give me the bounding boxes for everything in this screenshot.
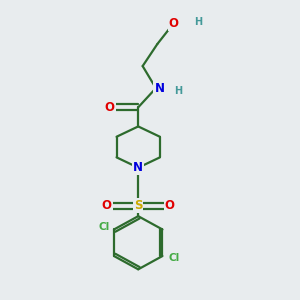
Text: N: N: [133, 161, 143, 174]
Text: O: O: [165, 200, 175, 212]
Text: H: H: [175, 86, 183, 96]
Text: Cl: Cl: [99, 222, 110, 232]
Text: O: O: [169, 17, 178, 30]
Text: H: H: [194, 17, 202, 27]
Text: N: N: [154, 82, 164, 95]
Text: Cl: Cl: [168, 254, 179, 263]
Text: S: S: [134, 200, 142, 212]
Text: O: O: [102, 200, 112, 212]
Text: O: O: [105, 101, 115, 114]
